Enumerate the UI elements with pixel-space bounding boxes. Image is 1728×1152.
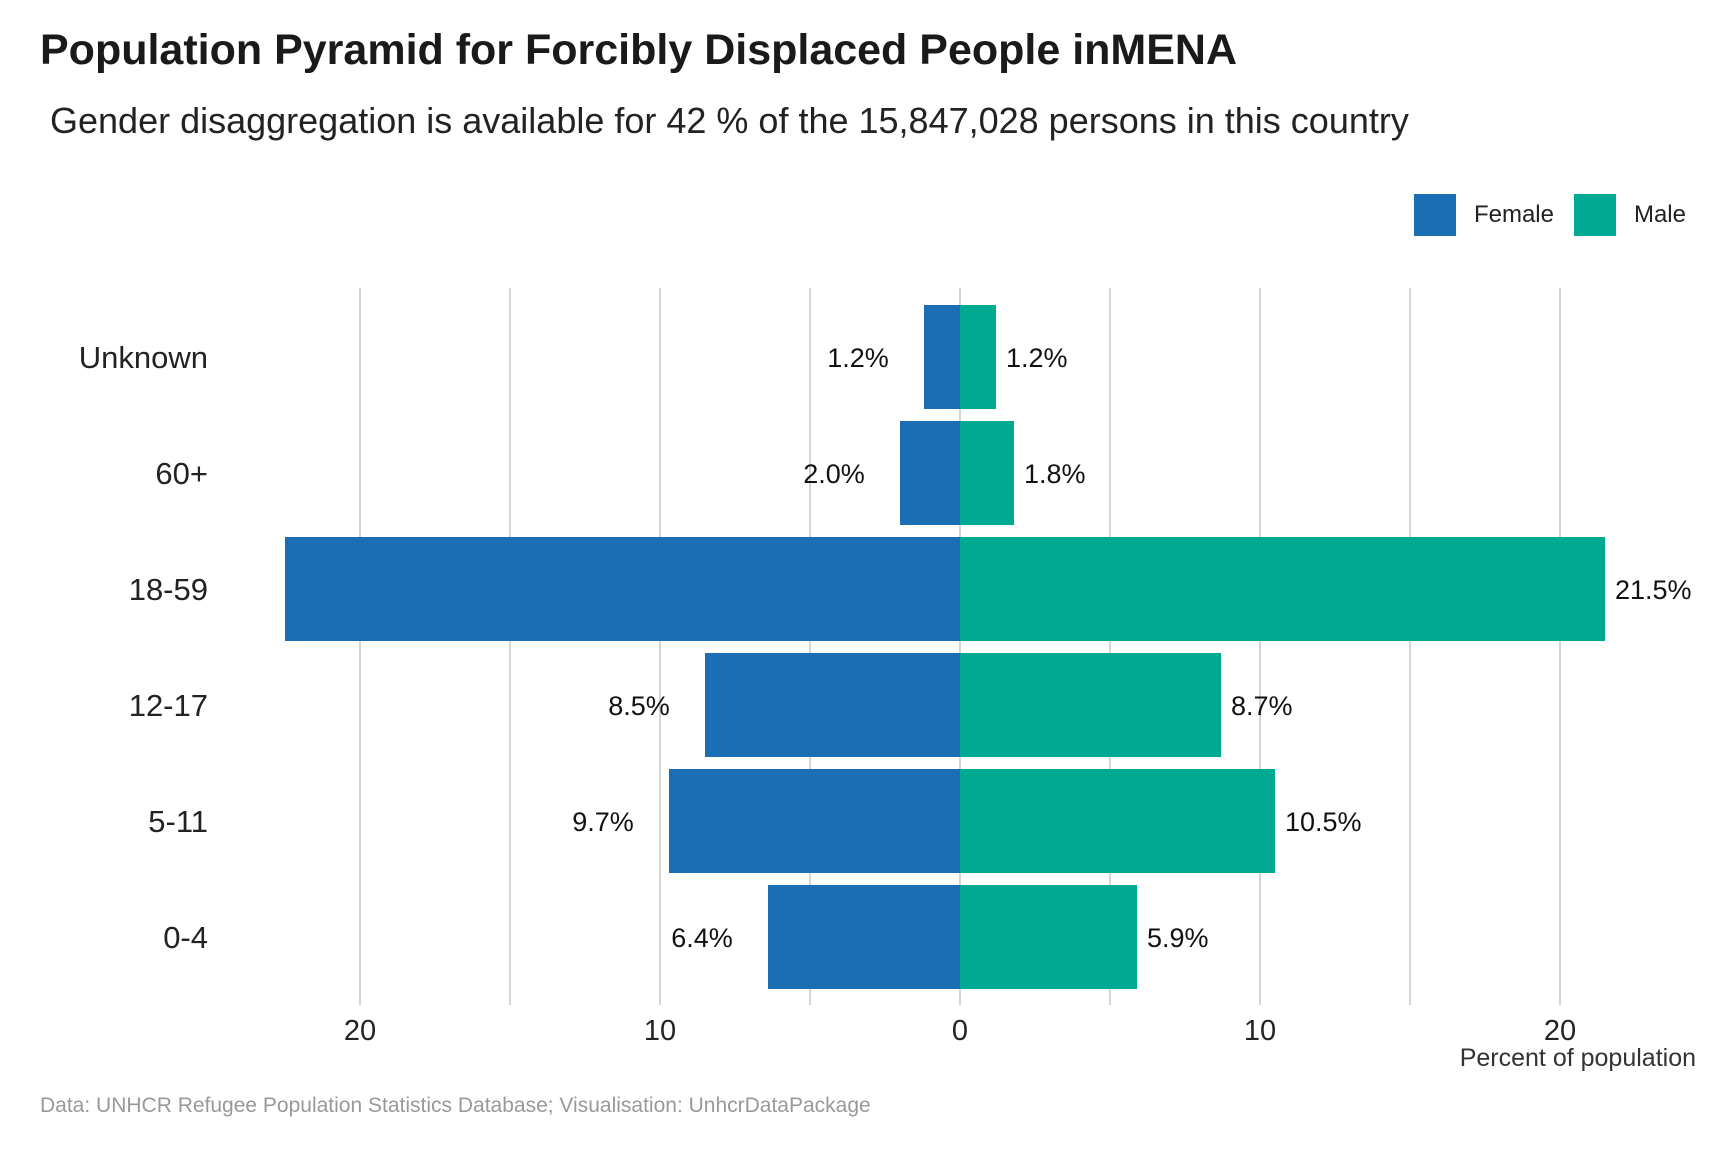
data-label-female: 2.0% (803, 459, 865, 489)
bar-male (960, 421, 1014, 525)
data-label-male: 1.2% (1006, 343, 1068, 373)
chart-subtitle: Gender disaggregation is available for 4… (50, 100, 1409, 141)
category-label: 60+ (155, 456, 208, 491)
legend-label-male: Male (1633, 201, 1686, 228)
data-label-female: 9.7% (572, 807, 634, 837)
bar-male (960, 537, 1605, 641)
x-axis-label: Percent of population (1459, 1044, 1696, 1072)
data-label-male: 1.8% (1024, 459, 1086, 489)
data-label-female: 1.2% (827, 343, 889, 373)
data-label-female: 8.5% (608, 691, 670, 721)
data-label-male: 5.9% (1147, 923, 1209, 953)
bar-male (960, 885, 1137, 989)
legend-swatch-female (1413, 194, 1456, 236)
category-label: 5-11 (148, 804, 208, 839)
bar-female (768, 885, 960, 989)
x-tick-label: 20 (344, 1015, 376, 1047)
category-label: 0-4 (163, 920, 208, 955)
data-label-male: 21.5% (1615, 575, 1692, 605)
bar-female (705, 653, 960, 757)
bar-female (285, 537, 960, 641)
category-label: 18-59 (129, 572, 208, 607)
bar-male (960, 305, 996, 409)
data-label-male: 8.7% (1231, 691, 1293, 721)
chart-title: Population Pyramid for Forcibly Displace… (40, 26, 1238, 74)
x-tick-label: 20 (1544, 1015, 1576, 1047)
legend-item-female: Female (1413, 194, 1554, 236)
category-label: Unknown (79, 340, 208, 375)
bar-male (960, 769, 1275, 873)
x-tick-label: 0 (952, 1015, 968, 1047)
bar-female (900, 421, 960, 525)
legend-swatch-male (1573, 194, 1616, 236)
data-label-male: 10.5% (1285, 807, 1362, 837)
data-label-female: 6.4% (671, 923, 733, 953)
bar-female (669, 769, 960, 873)
legend: Female Male (1394, 194, 1686, 236)
bar-male (960, 653, 1221, 757)
legend-label-female: Female (1473, 201, 1554, 228)
x-tick-label: 10 (644, 1015, 676, 1047)
category-label: 12-17 (129, 688, 208, 723)
bar-female (924, 305, 960, 409)
caption: Data: UNHCR Refugee Population Statistic… (40, 1094, 871, 1117)
x-tick-label: 10 (1244, 1015, 1276, 1047)
legend-item-male: Male (1573, 194, 1686, 236)
